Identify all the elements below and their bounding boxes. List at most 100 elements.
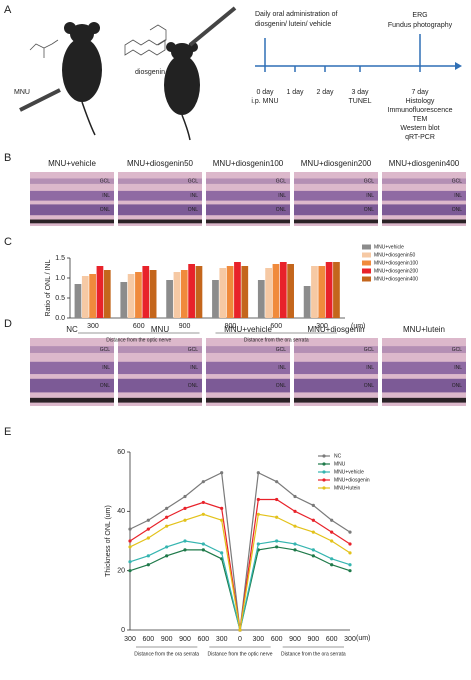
rpe-band <box>30 397 114 403</box>
data-point <box>275 497 279 502</box>
data-point <box>330 530 334 534</box>
data-point <box>128 527 132 531</box>
y-tick-label: 0.5 <box>55 295 65 302</box>
onl-band <box>294 204 378 216</box>
rpe-band <box>118 397 202 403</box>
panel-letter: C <box>4 236 12 248</box>
bar <box>103 270 111 318</box>
inl-band <box>206 361 290 375</box>
column-title: MNU+diosgenin100 <box>213 159 284 168</box>
rpe-band <box>382 219 466 224</box>
onl-band <box>30 204 114 216</box>
panel-letter: D <box>4 318 12 330</box>
inl-band <box>294 361 378 375</box>
timepoint-day: 3 day <box>351 89 369 96</box>
data-point <box>311 548 315 552</box>
bar <box>241 266 249 318</box>
y-axis-label: Thickness of ONL (um) <box>105 505 112 577</box>
gcl-band <box>118 346 202 353</box>
x-tick-label: 300 <box>216 636 228 643</box>
data-point <box>128 539 132 543</box>
data-point <box>201 500 205 505</box>
legend-label: MNU+vehicle <box>374 244 404 250</box>
data-point <box>348 542 352 546</box>
y-tick-label: 40 <box>117 508 125 515</box>
bar <box>272 264 280 318</box>
x-tick-label: 0 <box>238 636 242 643</box>
rpe-band <box>294 397 378 403</box>
x-tick-label: 300 <box>124 636 136 643</box>
layer-label: INL <box>102 193 110 199</box>
data-point <box>220 506 224 510</box>
admin-text: diosgenin/ lutein/ vehicle <box>255 21 331 28</box>
legend-marker <box>322 478 326 482</box>
bar <box>89 274 96 318</box>
group-label: Distance from the ora serrata <box>134 651 199 657</box>
layer-label: GCL <box>100 179 111 185</box>
data-point <box>128 545 132 549</box>
bar <box>120 282 128 318</box>
bar <box>279 262 287 318</box>
legend-label: NC <box>334 453 342 459</box>
timepoint-note: TUNEL <box>349 98 372 105</box>
inl-band <box>118 190 202 201</box>
onl-band <box>206 378 290 393</box>
data-point <box>201 512 205 516</box>
gcl-band <box>382 346 466 353</box>
x-tick-label: 900 <box>179 323 191 330</box>
x-tick-label: 300 <box>316 323 328 330</box>
layer-label: INL <box>454 365 462 371</box>
inl-band <box>206 190 290 201</box>
layer-label: ONL <box>452 207 463 213</box>
bar <box>265 268 272 318</box>
data-point <box>311 518 315 522</box>
y-tick-label: 60 <box>117 449 125 456</box>
gcl-band <box>206 346 290 353</box>
data-point <box>275 545 279 549</box>
admin-text: Daily oral administration of <box>255 11 338 18</box>
data-point <box>348 569 352 573</box>
bar <box>234 262 241 318</box>
bar <box>127 274 135 318</box>
data-point <box>330 557 334 561</box>
histology-image: GCL INL ONL <box>382 338 466 406</box>
x-unit: (um) <box>356 635 370 642</box>
gcl-band <box>206 178 290 184</box>
data-point <box>275 539 279 543</box>
y-tick-label: 1.5 <box>55 255 65 262</box>
onl-band <box>118 204 202 216</box>
data-point <box>256 471 260 475</box>
column-title: MNU+diosgenin50 <box>127 159 194 168</box>
panel-letter: E <box>4 426 11 438</box>
group-label: Distance from the ora serrata <box>281 651 346 657</box>
layer-label: ONL <box>276 207 287 213</box>
x-tick-label: 300 <box>87 323 99 330</box>
bar <box>212 280 219 318</box>
data-point <box>183 506 187 510</box>
timepoint-day: 7 day <box>411 89 429 96</box>
legend-marker <box>322 454 326 458</box>
data-point <box>256 512 260 516</box>
data-point <box>348 563 352 567</box>
inl-band <box>382 361 466 375</box>
data-point <box>275 515 279 519</box>
data-point <box>220 471 224 475</box>
onl-band <box>30 378 114 393</box>
layer-label: INL <box>190 193 198 199</box>
bar <box>219 268 227 318</box>
y-tick-label: 1.0 <box>55 275 65 282</box>
data-point <box>128 569 132 573</box>
onl-band <box>382 378 466 393</box>
layer-label: ONL <box>276 383 287 389</box>
data-point <box>311 530 315 534</box>
x-tick-label: 600 <box>326 636 338 643</box>
data-point <box>201 548 205 552</box>
data-point <box>293 494 297 499</box>
legend-swatch <box>362 268 371 274</box>
inl-band <box>30 361 114 375</box>
layer-label: GCL <box>188 347 199 353</box>
data-point <box>256 497 260 502</box>
histology-image: GCL INL ONL <box>294 338 378 406</box>
